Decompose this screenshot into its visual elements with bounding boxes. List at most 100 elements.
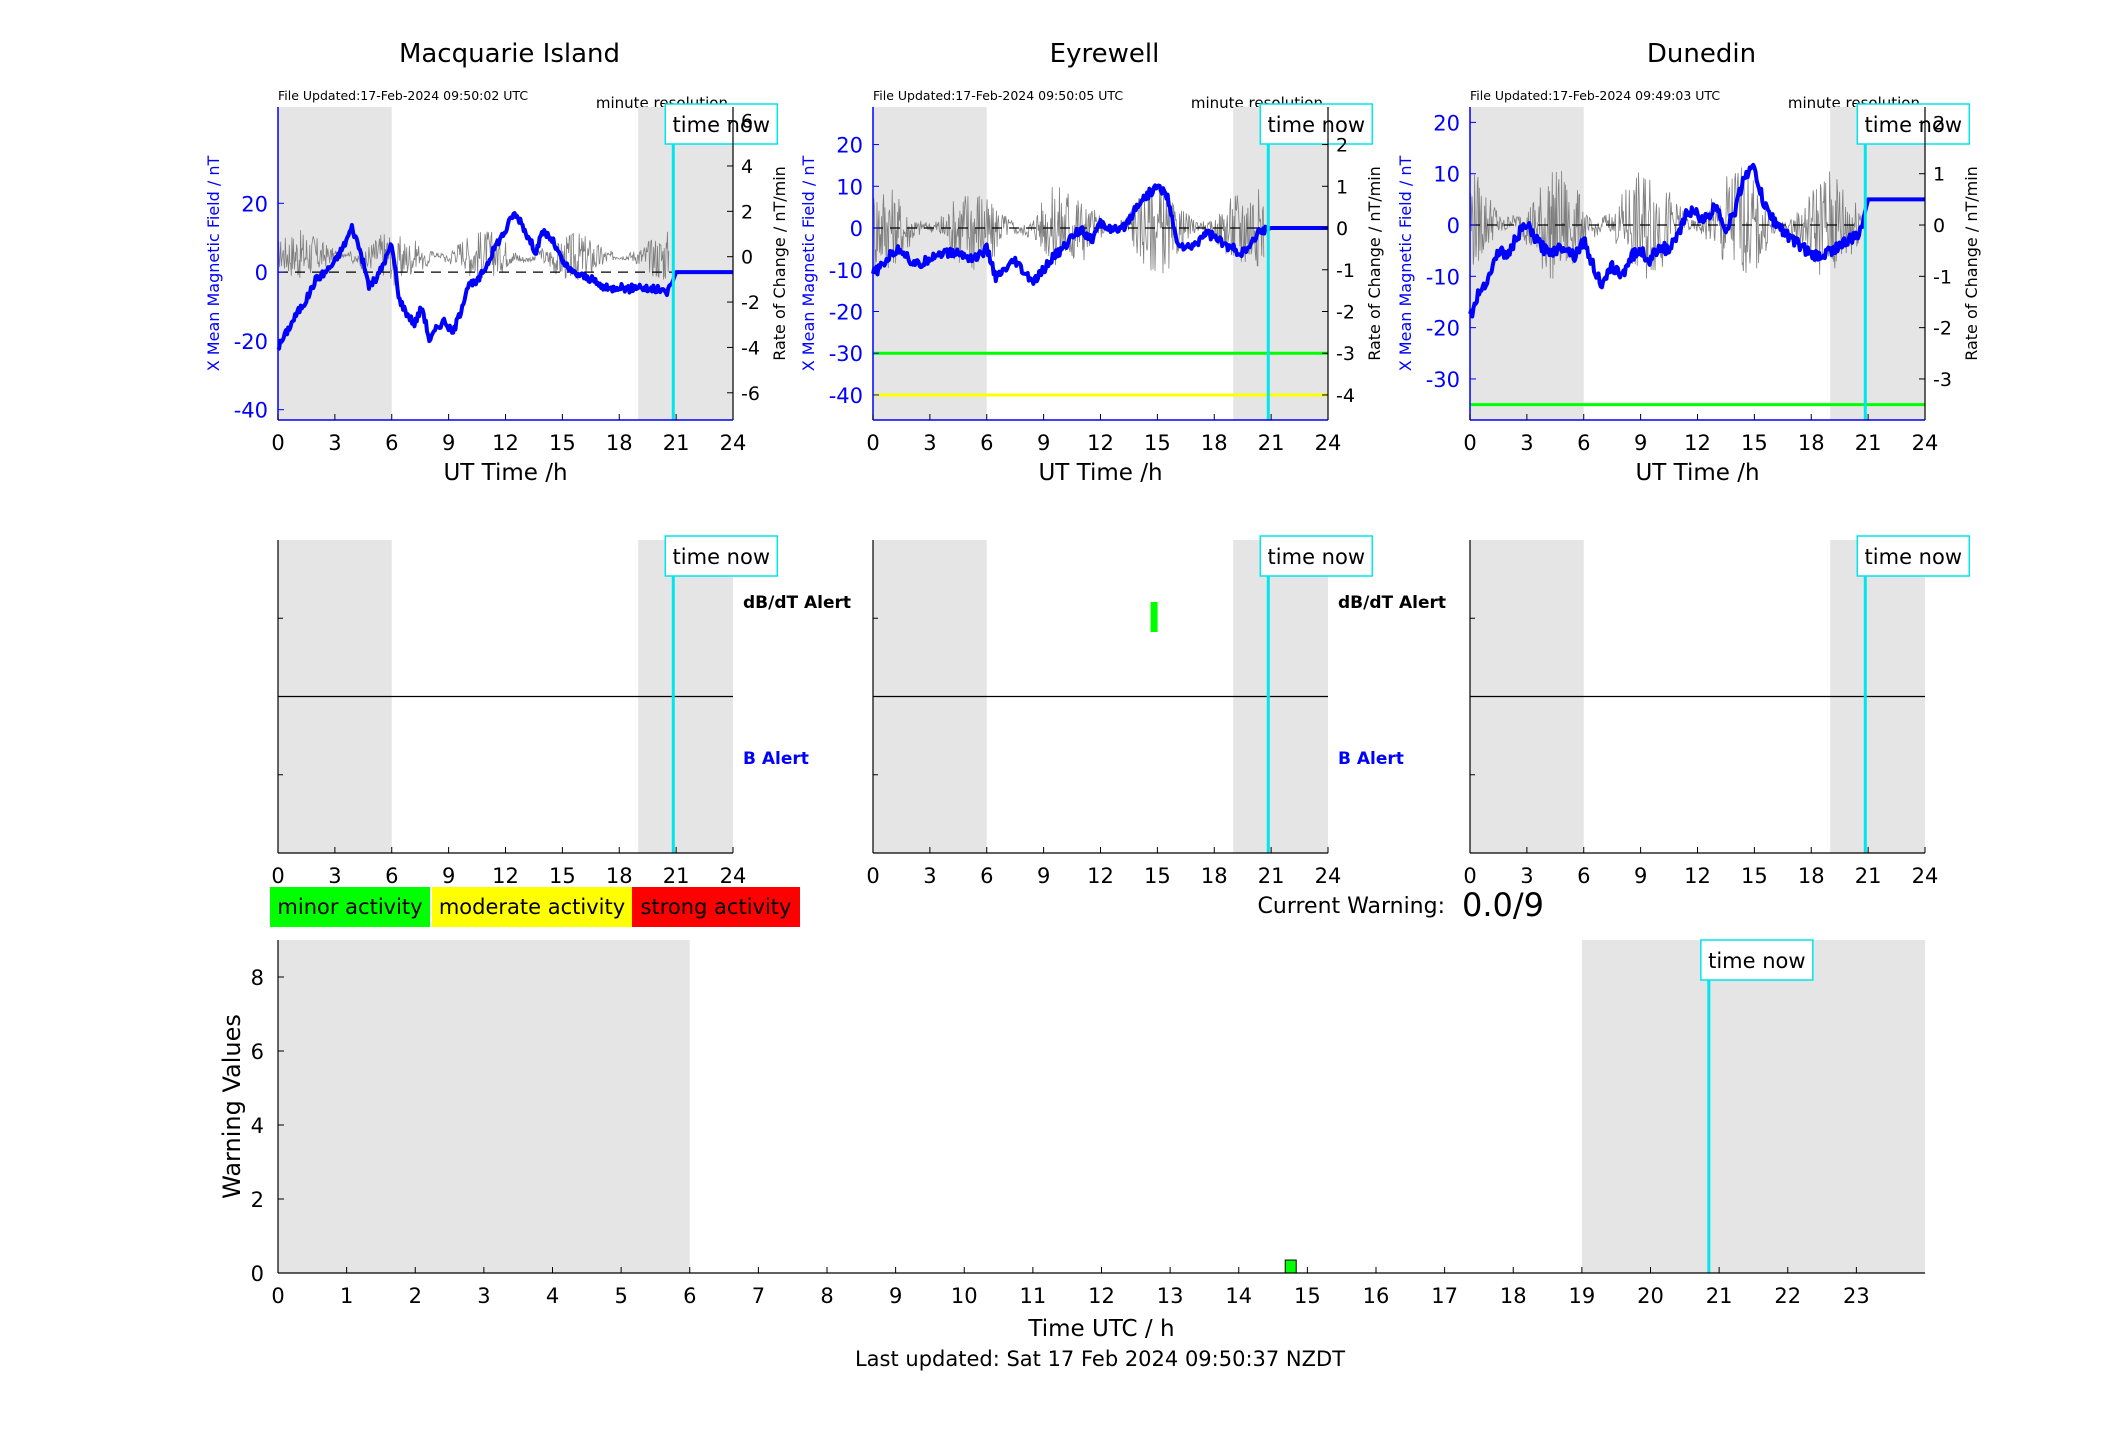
y-right-tick-label: 1 <box>1933 164 1945 186</box>
x-tick-label: 4 <box>546 1284 559 1308</box>
y-tick-label: 0 <box>255 261 268 285</box>
x-tick-label: 21 <box>663 431 690 455</box>
x-tick-label: 9 <box>1634 431 1647 455</box>
y-right-tick-label: 4 <box>741 156 753 178</box>
field-line <box>871 183 1329 286</box>
x-tick-label: 9 <box>889 1284 902 1308</box>
y-tick-label: -20 <box>1426 317 1460 341</box>
station-panel-1: Eyrewell File Updated:17-Feb-2024 09:50:0… <box>799 39 1384 486</box>
dbdt-alert-label: dB/dT Alert <box>743 593 851 613</box>
x-tick-label: 21 <box>1258 431 1285 455</box>
x-tick-label: 15 <box>1741 864 1768 888</box>
x-tick-label: 18 <box>1798 431 1825 455</box>
time-now-label: time now <box>1708 949 1805 973</box>
x-tick-label: 0 <box>271 431 284 455</box>
x-tick-label: 21 <box>1855 864 1882 888</box>
y-right-tick-label: -1 <box>1336 260 1355 282</box>
x-tick-label: 3 <box>477 1284 490 1308</box>
y-right-tick-label: -4 <box>741 337 760 359</box>
x-tick-label: 24 <box>720 431 747 455</box>
y-tick-label: 20 <box>1433 111 1460 135</box>
y-tick-label: -20 <box>829 300 863 324</box>
y-right-tick-label: 2 <box>741 201 753 223</box>
x-tick-label: 24 <box>720 864 747 888</box>
x-tick-label: 12 <box>1684 431 1711 455</box>
y-right-tick-label: -2 <box>741 292 760 314</box>
y-right-tick-label: 1 <box>1336 176 1348 198</box>
y-right-tick-label: 0 <box>1933 215 1945 237</box>
x-tick-label: 1 <box>340 1284 353 1308</box>
x-tick-label: 15 <box>549 864 576 888</box>
y-right-tick-label: -1 <box>1933 266 1952 288</box>
x-tick-label: 18 <box>1201 864 1228 888</box>
alert-panel-1: time now 0 3 6 9 12 15 18 21 24 dB/dT Alert B Alert <box>866 535 1446 888</box>
time-now-box <box>1259 535 1374 577</box>
x-tick-label: 9 <box>1037 864 1050 888</box>
time-now-label: time now <box>1268 545 1365 569</box>
time-now-label: time now <box>673 113 770 137</box>
b-alert-label: B Alert <box>743 749 809 769</box>
y-tick-label: 0 <box>1447 214 1460 238</box>
x-tick-label: 15 <box>1144 864 1171 888</box>
b-alert-label: B Alert <box>1338 749 1404 769</box>
x-tick-label: 6 <box>683 1284 696 1308</box>
x-axis-label: UT Time /h <box>443 460 567 486</box>
x-tick-label: 2 <box>409 1284 422 1308</box>
x-tick-label: 6 <box>1577 864 1590 888</box>
x-tick-label: 7 <box>752 1284 765 1308</box>
time-now-box <box>664 535 779 577</box>
x-tick-label: 21 <box>1706 1284 1733 1308</box>
x-tick-label: 17 <box>1431 1284 1458 1308</box>
y-tick-label: 0 <box>251 1262 264 1286</box>
y-right-tick-label: 0 <box>1336 218 1348 240</box>
y-tick-label: 8 <box>251 966 264 990</box>
station-panel-2: Dunedin File Updated:17-Feb-2024 09:49:03… <box>1396 39 1981 486</box>
y-tick-label: 6 <box>251 1040 264 1064</box>
y-right-axis-label: Rate of Change / nT/min <box>1365 166 1384 361</box>
x-axis-label: Time UTC / h <box>1027 1316 1174 1342</box>
x-tick-label: 15 <box>1294 1284 1321 1308</box>
alert-panel-0: time now 0 3 6 9 12 15 18 21 24 dB/dT Alert B Alert <box>271 535 851 888</box>
x-tick-label: 9 <box>442 864 455 888</box>
x-tick-label: 18 <box>606 864 633 888</box>
x-tick-label: 0 <box>1463 864 1476 888</box>
x-tick-label: 18 <box>606 431 633 455</box>
x-tick-label: 24 <box>1315 864 1342 888</box>
night-shade-band <box>1470 107 1584 420</box>
x-tick-label: 5 <box>614 1284 627 1308</box>
y-right-tick-label: 2 <box>1933 112 1945 134</box>
x-tick-label: 0 <box>866 431 879 455</box>
y-right-tick-label: -3 <box>1336 343 1355 365</box>
rate-of-change-line <box>872 186 1265 274</box>
x-tick-label: 24 <box>1912 864 1939 888</box>
y-right-tick-label: 6 <box>741 111 753 133</box>
file-updated-label: File Updated:17-Feb-2024 09:50:02 UTC <box>278 88 528 103</box>
x-tick-label: 12 <box>1684 864 1711 888</box>
x-tick-label: 18 <box>1500 1284 1527 1308</box>
night-shade-band <box>873 107 987 420</box>
y-right-tick-label: 2 <box>1336 135 1348 157</box>
time-now-label: time now <box>1268 113 1365 137</box>
x-tick-label: 12 <box>1087 864 1114 888</box>
y-axis-label: X Mean Magnetic Field / nT <box>204 156 223 372</box>
warning-bar <box>1284 1259 1297 1274</box>
rate-of-change-line <box>277 230 670 286</box>
y-tick-label: 10 <box>836 175 863 199</box>
x-tick-label: 15 <box>1144 431 1171 455</box>
y-right-axis-label: Rate of Change / nT/min <box>1962 166 1981 361</box>
x-tick-label: 11 <box>1020 1284 1047 1308</box>
activity-legend: minor activity moderate activity strong ac… <box>270 887 800 927</box>
time-now-box <box>1259 103 1374 145</box>
x-tick-label: 0 <box>271 1284 284 1308</box>
x-tick-label: 24 <box>1912 431 1939 455</box>
chart-title: Eyrewell <box>1050 39 1160 69</box>
x-tick-label: 21 <box>663 864 690 888</box>
y-axis-label: X Mean Magnetic Field / nT <box>799 156 818 372</box>
x-tick-label: 12 <box>492 431 519 455</box>
x-tick-label: 9 <box>1037 431 1050 455</box>
y-right-tick-label: -6 <box>741 383 760 405</box>
y-tick-label: 10 <box>1433 163 1460 187</box>
x-tick-label: 22 <box>1774 1284 1801 1308</box>
